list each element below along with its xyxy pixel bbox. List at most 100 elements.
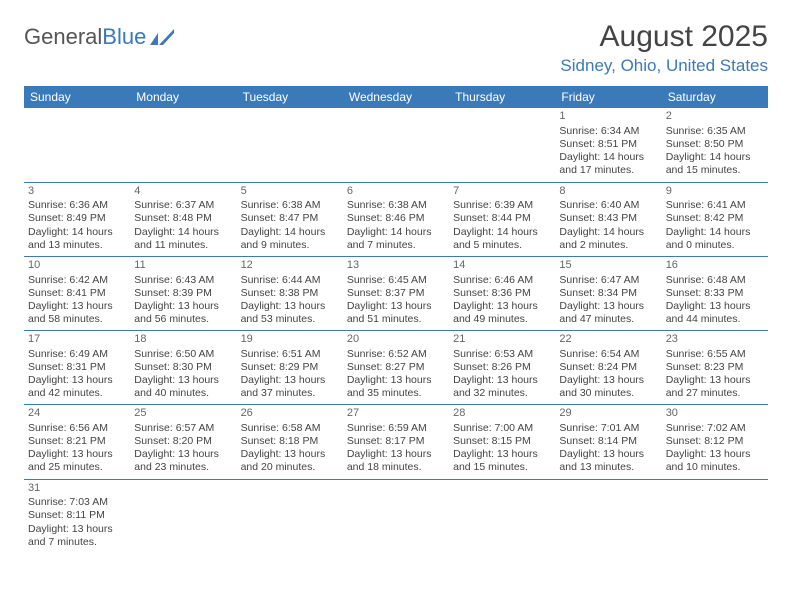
- daylight-text: and 13 minutes.: [559, 461, 657, 474]
- sunset-text: Sunset: 8:42 PM: [666, 212, 764, 225]
- sunrise-text: Sunrise: 6:44 AM: [241, 274, 339, 287]
- logo-text-1: General: [24, 24, 102, 50]
- sunrise-text: Sunrise: 6:52 AM: [347, 348, 445, 361]
- day-number: 5: [241, 185, 339, 199]
- daylight-text: and 25 minutes.: [28, 461, 126, 474]
- sunset-text: Sunset: 8:11 PM: [28, 509, 126, 522]
- sunset-text: Sunset: 8:24 PM: [559, 361, 657, 374]
- day-cell: 6Sunrise: 6:38 AMSunset: 8:46 PMDaylight…: [343, 182, 449, 256]
- day-number: 1: [559, 110, 657, 124]
- sunset-text: Sunset: 8:39 PM: [134, 287, 232, 300]
- daylight-text: Daylight: 13 hours: [666, 374, 764, 387]
- dayname-5: Friday: [555, 86, 661, 108]
- sunset-text: Sunset: 8:26 PM: [453, 361, 551, 374]
- day-number: 9: [666, 185, 764, 199]
- daylight-text: Daylight: 13 hours: [134, 300, 232, 313]
- daylight-text: Daylight: 13 hours: [28, 374, 126, 387]
- sunset-text: Sunset: 8:34 PM: [559, 287, 657, 300]
- daylight-text: Daylight: 13 hours: [453, 300, 551, 313]
- sunset-text: Sunset: 8:29 PM: [241, 361, 339, 374]
- empty-cell: [237, 108, 343, 182]
- daylight-text: Daylight: 13 hours: [347, 374, 445, 387]
- calendar-table: SundayMondayTuesdayWednesdayThursdayFrid…: [24, 86, 768, 553]
- flag-icon: [150, 29, 174, 45]
- day-cell: 3Sunrise: 6:36 AMSunset: 8:49 PMDaylight…: [24, 182, 130, 256]
- empty-cell: [130, 108, 236, 182]
- day-number: 20: [347, 333, 445, 347]
- daylight-text: and 15 minutes.: [453, 461, 551, 474]
- sunrise-text: Sunrise: 6:40 AM: [559, 199, 657, 212]
- sunset-text: Sunset: 8:33 PM: [666, 287, 764, 300]
- day-number: 29: [559, 407, 657, 421]
- sunrise-text: Sunrise: 6:42 AM: [28, 274, 126, 287]
- daylight-text: and 10 minutes.: [666, 461, 764, 474]
- sunrise-text: Sunrise: 7:02 AM: [666, 422, 764, 435]
- daylight-text: and 49 minutes.: [453, 313, 551, 326]
- sunset-text: Sunset: 8:36 PM: [453, 287, 551, 300]
- sunrise-text: Sunrise: 6:56 AM: [28, 422, 126, 435]
- sunrise-text: Sunrise: 6:34 AM: [559, 125, 657, 138]
- sunrise-text: Sunrise: 6:55 AM: [666, 348, 764, 361]
- day-number: 23: [666, 333, 764, 347]
- day-number: 15: [559, 259, 657, 273]
- day-cell: 30Sunrise: 7:02 AMSunset: 8:12 PMDayligh…: [662, 405, 768, 479]
- sunrise-text: Sunrise: 6:45 AM: [347, 274, 445, 287]
- daylight-text: Daylight: 14 hours: [453, 226, 551, 239]
- day-number: 26: [241, 407, 339, 421]
- day-number: 31: [28, 482, 126, 496]
- day-cell: 10Sunrise: 6:42 AMSunset: 8:41 PMDayligh…: [24, 256, 130, 330]
- daylight-text: Daylight: 13 hours: [28, 300, 126, 313]
- sunset-text: Sunset: 8:20 PM: [134, 435, 232, 448]
- sunset-text: Sunset: 8:18 PM: [241, 435, 339, 448]
- day-cell: 13Sunrise: 6:45 AMSunset: 8:37 PMDayligh…: [343, 256, 449, 330]
- sunset-text: Sunset: 8:30 PM: [134, 361, 232, 374]
- daylight-text: Daylight: 13 hours: [666, 448, 764, 461]
- day-number: 4: [134, 185, 232, 199]
- day-cell: 20Sunrise: 6:52 AMSunset: 8:27 PMDayligh…: [343, 331, 449, 405]
- week-row: 31Sunrise: 7:03 AMSunset: 8:11 PMDayligh…: [24, 479, 768, 553]
- day-number: 19: [241, 333, 339, 347]
- day-number: 21: [453, 333, 551, 347]
- daylight-text: and 7 minutes.: [347, 239, 445, 252]
- day-cell: 8Sunrise: 6:40 AMSunset: 8:43 PMDaylight…: [555, 182, 661, 256]
- dayname-0: Sunday: [24, 86, 130, 108]
- day-cell: 19Sunrise: 6:51 AMSunset: 8:29 PMDayligh…: [237, 331, 343, 405]
- sunset-text: Sunset: 8:47 PM: [241, 212, 339, 225]
- dayname-3: Wednesday: [343, 86, 449, 108]
- empty-cell: [130, 479, 236, 553]
- day-cell: 24Sunrise: 6:56 AMSunset: 8:21 PMDayligh…: [24, 405, 130, 479]
- sunrise-text: Sunrise: 6:49 AM: [28, 348, 126, 361]
- daylight-text: Daylight: 13 hours: [241, 448, 339, 461]
- day-cell: 15Sunrise: 6:47 AMSunset: 8:34 PMDayligh…: [555, 256, 661, 330]
- sunrise-text: Sunrise: 6:46 AM: [453, 274, 551, 287]
- daylight-text: Daylight: 14 hours: [28, 226, 126, 239]
- day-cell: 4Sunrise: 6:37 AMSunset: 8:48 PMDaylight…: [130, 182, 236, 256]
- daylight-text: and 18 minutes.: [347, 461, 445, 474]
- day-cell: 7Sunrise: 6:39 AMSunset: 8:44 PMDaylight…: [449, 182, 555, 256]
- location: Sidney, Ohio, United States: [560, 56, 768, 76]
- day-number: 30: [666, 407, 764, 421]
- day-cell: 18Sunrise: 6:50 AMSunset: 8:30 PMDayligh…: [130, 331, 236, 405]
- sunset-text: Sunset: 8:14 PM: [559, 435, 657, 448]
- day-cell: 11Sunrise: 6:43 AMSunset: 8:39 PMDayligh…: [130, 256, 236, 330]
- empty-cell: [343, 108, 449, 182]
- daylight-text: and 44 minutes.: [666, 313, 764, 326]
- daylight-text: and 40 minutes.: [134, 387, 232, 400]
- sunset-text: Sunset: 8:41 PM: [28, 287, 126, 300]
- daylight-text: and 13 minutes.: [28, 239, 126, 252]
- daylight-text: Daylight: 14 hours: [666, 226, 764, 239]
- daylight-text: Daylight: 13 hours: [559, 374, 657, 387]
- empty-cell: [662, 479, 768, 553]
- daylight-text: and 15 minutes.: [666, 164, 764, 177]
- daylight-text: and 9 minutes.: [241, 239, 339, 252]
- day-number: 2: [666, 110, 764, 124]
- sunrise-text: Sunrise: 7:00 AM: [453, 422, 551, 435]
- daylight-text: Daylight: 13 hours: [666, 300, 764, 313]
- daylight-text: and 30 minutes.: [559, 387, 657, 400]
- sunrise-text: Sunrise: 6:41 AM: [666, 199, 764, 212]
- day-cell: 9Sunrise: 6:41 AMSunset: 8:42 PMDaylight…: [662, 182, 768, 256]
- calendar-body: 1Sunrise: 6:34 AMSunset: 8:51 PMDaylight…: [24, 108, 768, 553]
- sunset-text: Sunset: 8:46 PM: [347, 212, 445, 225]
- daylight-text: and 0 minutes.: [666, 239, 764, 252]
- daylight-text: and 11 minutes.: [134, 239, 232, 252]
